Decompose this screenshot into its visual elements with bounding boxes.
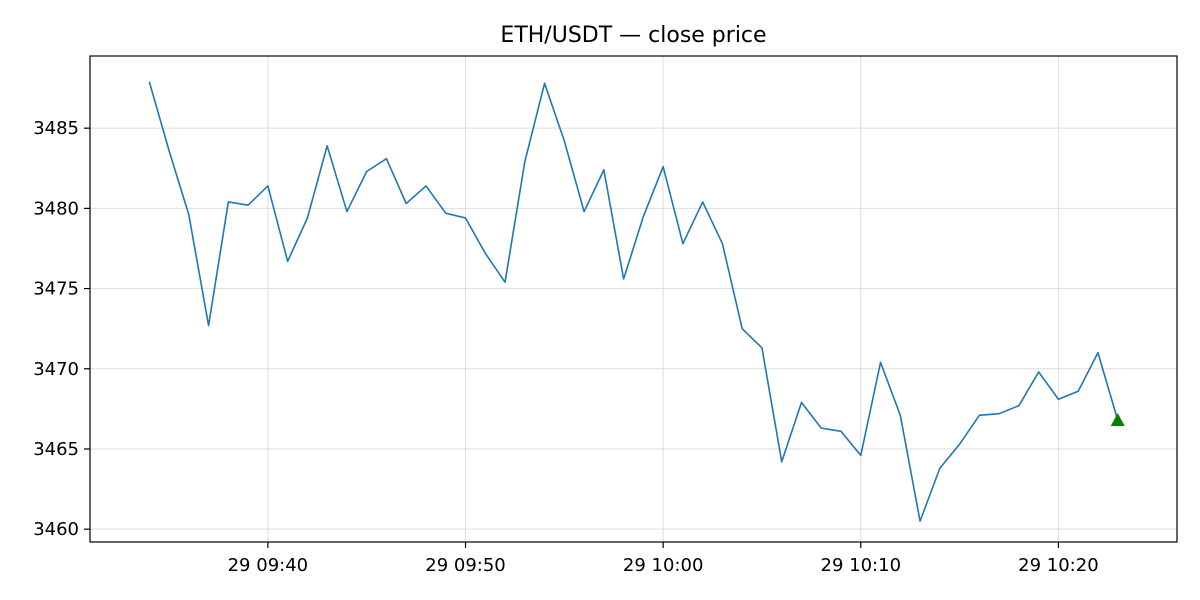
y-tick-label: 3475: [33, 279, 79, 300]
grid-lines: [90, 56, 1177, 542]
axis-ticks: 3460 3465 3470 3475 3480 3485 29 09:40 29 09:50…: [33, 118, 1098, 576]
x-tick-label: 29 10:10: [821, 555, 902, 576]
x-tick-label: 29 10:20: [1018, 555, 1099, 576]
price-line-series: [148, 81, 1119, 522]
marker-layer: [1110, 413, 1125, 427]
y-tick-label: 3465: [33, 439, 79, 460]
y-tick-label: 3485: [33, 118, 79, 139]
signal-marker-triangle: [1110, 413, 1125, 427]
y-tick-label: 3460: [33, 519, 79, 540]
y-tick-label: 3470: [33, 359, 79, 380]
chart-title: ETH/USDT — close price: [500, 23, 766, 48]
series-layer: [148, 81, 1119, 522]
x-tick-label: 29 09:50: [425, 555, 506, 576]
y-tick-label: 3480: [33, 198, 79, 219]
x-tick-label: 29 10:00: [623, 555, 704, 576]
x-tick-label: 29 09:40: [228, 555, 309, 576]
plot-frame: [89, 55, 1178, 543]
